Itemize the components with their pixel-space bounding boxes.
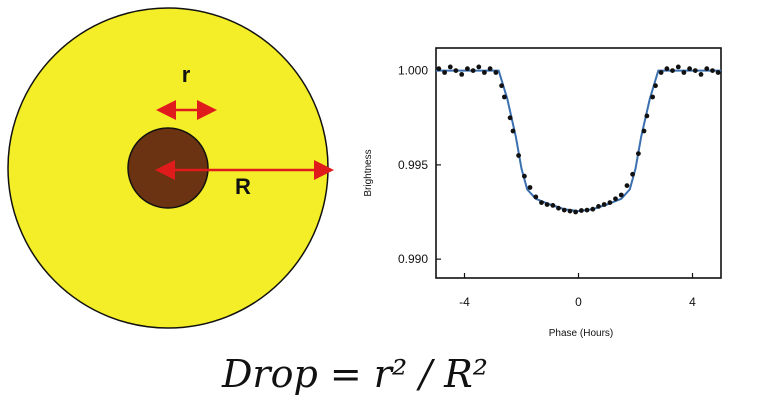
data-point: [644, 113, 650, 119]
data-point: [658, 70, 664, 75]
data-point: [487, 66, 493, 72]
y-axis-title: Brightness: [363, 149, 374, 196]
data-point: [715, 70, 721, 75]
x-tick-label: 4: [689, 295, 696, 309]
data-point: [584, 207, 590, 213]
data-point: [522, 173, 527, 179]
data-point: [447, 64, 453, 70]
data-point: [510, 128, 516, 134]
data-point: [567, 208, 573, 214]
data-point: [618, 192, 624, 198]
data-point: [476, 64, 482, 70]
x-tick-label: -4: [459, 295, 470, 309]
x-axis-title: Phase (Hours): [549, 328, 613, 339]
planet-disc: [127, 127, 209, 209]
data-point: [556, 205, 561, 211]
data-point: [453, 68, 459, 73]
data-point: [675, 64, 681, 70]
data-point: [459, 72, 465, 77]
data-point: [692, 68, 698, 73]
y-tick-label: 1.000: [398, 64, 428, 78]
transit-depth-formula: Drop = r² / R²: [221, 352, 489, 396]
data-point: [539, 200, 544, 206]
data-point: [470, 68, 476, 73]
data-point: [687, 66, 692, 72]
y-tick-label: 0.990: [398, 252, 428, 266]
data-point: [573, 209, 578, 215]
data-point: [650, 94, 655, 100]
data-point: [630, 171, 635, 177]
data-point: [550, 203, 556, 208]
data-point: [442, 70, 447, 75]
data-point: [596, 204, 601, 209]
data-point: [493, 70, 499, 75]
data-point: [533, 194, 539, 200]
data-point: [613, 196, 618, 202]
data-point: [502, 94, 507, 100]
data-point: [681, 70, 687, 75]
data-point: [664, 66, 670, 72]
data-point: [436, 66, 442, 72]
light-curve-chart: -4 0 4 1.000 0.995 0.990 Brightness Phase (Ho…: [363, 47, 722, 339]
data-point: [544, 202, 550, 207]
data-point: [698, 72, 704, 77]
star-radius-label: R: [235, 174, 251, 199]
planet-radius-label: r: [182, 62, 191, 87]
data-point: [579, 208, 584, 213]
x-tick-label: 0: [575, 295, 582, 309]
data-point: [465, 66, 470, 72]
data-point: [704, 66, 710, 72]
data-point: [516, 153, 521, 158]
data-point: [601, 202, 607, 207]
data-point: [641, 128, 647, 134]
data-point: [527, 185, 533, 190]
data-point: [499, 83, 504, 89]
data-point: [653, 83, 658, 89]
data-point: [590, 206, 596, 212]
data-point: [507, 115, 513, 121]
y-tick-label: 0.995: [398, 158, 428, 172]
plot-frame: [435, 47, 722, 279]
data-point: [636, 151, 641, 157]
data-point: [624, 183, 630, 189]
data-point: [561, 207, 567, 213]
data-point: [607, 200, 613, 206]
data-point: [482, 70, 487, 75]
data-point: [710, 68, 715, 73]
model-curve: [436, 69, 721, 213]
data-point: [670, 68, 675, 73]
